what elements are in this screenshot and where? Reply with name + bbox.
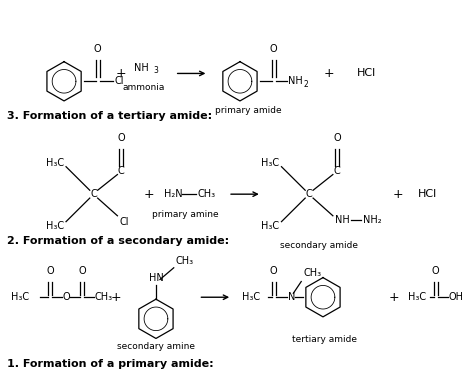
Text: NH: NH xyxy=(335,215,350,225)
Text: 2. Formation of a secondary amide:: 2. Formation of a secondary amide: xyxy=(8,236,229,246)
Text: CH₃: CH₃ xyxy=(95,292,113,302)
Text: O: O xyxy=(432,266,439,276)
Text: +: + xyxy=(389,291,400,304)
Text: C: C xyxy=(333,166,340,176)
Text: 3: 3 xyxy=(153,66,158,75)
Text: +: + xyxy=(111,291,122,304)
Text: CH₃: CH₃ xyxy=(303,268,321,278)
Text: HCl: HCl xyxy=(356,68,376,79)
Text: O: O xyxy=(46,266,54,276)
Text: H₃C: H₃C xyxy=(242,292,260,302)
Text: Cl: Cl xyxy=(119,217,129,227)
Text: O: O xyxy=(270,44,277,54)
Text: O: O xyxy=(94,44,101,54)
Text: H₃C: H₃C xyxy=(46,221,64,231)
Text: O: O xyxy=(62,292,70,302)
Text: HN: HN xyxy=(148,273,164,282)
Text: H₂N: H₂N xyxy=(164,189,182,199)
Text: secondary amide: secondary amide xyxy=(280,241,358,250)
Text: +: + xyxy=(324,67,334,80)
Text: O: O xyxy=(333,133,341,143)
Text: NH: NH xyxy=(288,76,303,86)
Text: H₃C: H₃C xyxy=(11,292,29,302)
Text: secondary amine: secondary amine xyxy=(117,342,195,352)
Text: NH₂: NH₂ xyxy=(363,215,381,225)
Text: 2: 2 xyxy=(303,80,308,89)
Text: H₃C: H₃C xyxy=(408,292,426,302)
Text: primary amide: primary amide xyxy=(215,106,281,115)
Text: CH₃: CH₃ xyxy=(198,189,216,199)
Text: NH: NH xyxy=(134,62,149,73)
Text: ammonia: ammonia xyxy=(123,83,165,92)
Text: O: O xyxy=(118,133,125,143)
Text: Cl: Cl xyxy=(114,76,124,86)
Text: +: + xyxy=(116,67,127,80)
Text: N: N xyxy=(288,292,295,302)
Text: O: O xyxy=(270,266,277,276)
Text: O: O xyxy=(78,266,86,276)
Text: C: C xyxy=(306,189,312,199)
Text: HCl: HCl xyxy=(418,189,437,199)
Text: H₃C: H₃C xyxy=(261,158,280,168)
Text: C: C xyxy=(91,189,97,199)
Text: CH₃: CH₃ xyxy=(176,256,194,266)
Text: 1. Formation of a primary amide:: 1. Formation of a primary amide: xyxy=(8,359,214,369)
Text: primary amine: primary amine xyxy=(152,210,219,219)
Text: C: C xyxy=(118,166,125,176)
Text: H₃C: H₃C xyxy=(46,158,64,168)
Text: +: + xyxy=(393,188,403,201)
Text: tertiary amide: tertiary amide xyxy=(292,334,357,344)
Text: OH: OH xyxy=(448,292,464,302)
Text: +: + xyxy=(144,188,155,201)
Text: 3. Formation of a tertiary amide:: 3. Formation of a tertiary amide: xyxy=(8,111,212,121)
Text: H₃C: H₃C xyxy=(261,221,280,231)
